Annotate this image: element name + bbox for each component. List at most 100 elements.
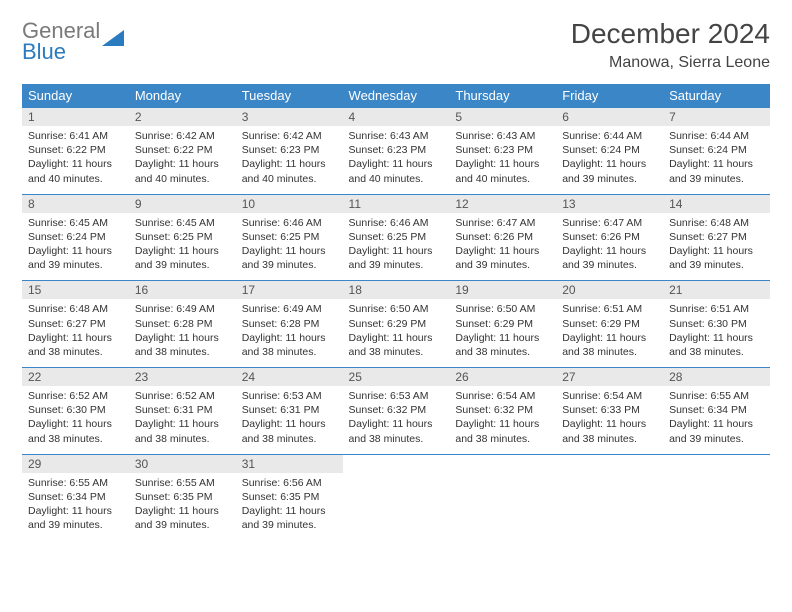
day-number: 22: [22, 368, 129, 386]
day-number: 24: [236, 368, 343, 386]
day-cell: 12Sunrise: 6:47 AMSunset: 6:26 PMDayligh…: [449, 194, 556, 281]
daylight-line: Daylight: 11 hours and 38 minutes.: [562, 417, 657, 445]
daylight-line: Daylight: 11 hours and 38 minutes.: [135, 417, 230, 445]
sunset-line: Sunset: 6:24 PM: [28, 230, 123, 244]
day-cell: 17Sunrise: 6:49 AMSunset: 6:28 PMDayligh…: [236, 281, 343, 368]
sunset-line: Sunset: 6:26 PM: [455, 230, 550, 244]
day-cell: ..: [449, 454, 556, 540]
day-number: 23: [129, 368, 236, 386]
daylight-line: Daylight: 11 hours and 39 minutes.: [669, 244, 764, 272]
day-cell: 2Sunrise: 6:42 AMSunset: 6:22 PMDaylight…: [129, 108, 236, 195]
day-number: 3: [236, 108, 343, 126]
day-number: 26: [449, 368, 556, 386]
day-body: Sunrise: 6:46 AMSunset: 6:25 PMDaylight:…: [236, 213, 343, 281]
daylight-line: Daylight: 11 hours and 38 minutes.: [28, 417, 123, 445]
day-cell: ..: [663, 454, 770, 540]
sunset-line: Sunset: 6:32 PM: [349, 403, 444, 417]
day-body: Sunrise: 6:52 AMSunset: 6:30 PMDaylight:…: [22, 386, 129, 454]
day-number: 25: [343, 368, 450, 386]
day-cell: 16Sunrise: 6:49 AMSunset: 6:28 PMDayligh…: [129, 281, 236, 368]
day-body: Sunrise: 6:47 AMSunset: 6:26 PMDaylight:…: [449, 213, 556, 281]
day-number: 1: [22, 108, 129, 126]
day-number: 19: [449, 281, 556, 299]
day-body: Sunrise: 6:47 AMSunset: 6:26 PMDaylight:…: [556, 213, 663, 281]
day-cell: 10Sunrise: 6:46 AMSunset: 6:25 PMDayligh…: [236, 194, 343, 281]
day-number: 30: [129, 455, 236, 473]
sunrise-line: Sunrise: 6:47 AM: [562, 216, 657, 230]
day-body: Sunrise: 6:44 AMSunset: 6:24 PMDaylight:…: [663, 126, 770, 194]
sunset-line: Sunset: 6:27 PM: [669, 230, 764, 244]
sunset-line: Sunset: 6:25 PM: [242, 230, 337, 244]
sunset-line: Sunset: 6:25 PM: [349, 230, 444, 244]
logo-text-block: General Blue: [22, 20, 100, 63]
day-cell: 14Sunrise: 6:48 AMSunset: 6:27 PMDayligh…: [663, 194, 770, 281]
daylight-line: Daylight: 11 hours and 40 minutes.: [349, 157, 444, 185]
day-body: Sunrise: 6:56 AMSunset: 6:35 PMDaylight:…: [236, 473, 343, 541]
day-body: Sunrise: 6:52 AMSunset: 6:31 PMDaylight:…: [129, 386, 236, 454]
day-body: Sunrise: 6:43 AMSunset: 6:23 PMDaylight:…: [343, 126, 450, 194]
sunrise-line: Sunrise: 6:44 AM: [669, 129, 764, 143]
day-body: Sunrise: 6:49 AMSunset: 6:28 PMDaylight:…: [129, 299, 236, 367]
day-header-cell: Sunday: [22, 84, 129, 108]
day-cell: 8Sunrise: 6:45 AMSunset: 6:24 PMDaylight…: [22, 194, 129, 281]
day-number: 31: [236, 455, 343, 473]
day-number: 13: [556, 195, 663, 213]
day-cell: 26Sunrise: 6:54 AMSunset: 6:32 PMDayligh…: [449, 368, 556, 455]
day-header-cell: Wednesday: [343, 84, 450, 108]
sunrise-line: Sunrise: 6:46 AM: [349, 216, 444, 230]
header: General Blue December 2024 Manowa, Sierr…: [22, 18, 770, 72]
daylight-line: Daylight: 11 hours and 39 minutes.: [562, 157, 657, 185]
day-number: 4: [343, 108, 450, 126]
sunrise-line: Sunrise: 6:42 AM: [135, 129, 230, 143]
daylight-line: Daylight: 11 hours and 39 minutes.: [135, 504, 230, 532]
daylight-line: Daylight: 11 hours and 39 minutes.: [669, 157, 764, 185]
sunset-line: Sunset: 6:33 PM: [562, 403, 657, 417]
day-number: 20: [556, 281, 663, 299]
sunrise-line: Sunrise: 6:50 AM: [455, 302, 550, 316]
sunrise-line: Sunrise: 6:53 AM: [242, 389, 337, 403]
sunrise-line: Sunrise: 6:53 AM: [349, 389, 444, 403]
sunset-line: Sunset: 6:23 PM: [349, 143, 444, 157]
day-cell: 5Sunrise: 6:43 AMSunset: 6:23 PMDaylight…: [449, 108, 556, 195]
sunset-line: Sunset: 6:29 PM: [562, 317, 657, 331]
day-number: 6: [556, 108, 663, 126]
sunrise-line: Sunrise: 6:51 AM: [669, 302, 764, 316]
sunset-line: Sunset: 6:35 PM: [135, 490, 230, 504]
sunrise-line: Sunrise: 6:43 AM: [349, 129, 444, 143]
week-row: 8Sunrise: 6:45 AMSunset: 6:24 PMDaylight…: [22, 194, 770, 281]
logo-word-2: Blue: [22, 41, 100, 63]
sunset-line: Sunset: 6:34 PM: [28, 490, 123, 504]
daylight-line: Daylight: 11 hours and 38 minutes.: [669, 331, 764, 359]
day-body: Sunrise: 6:53 AMSunset: 6:32 PMDaylight:…: [343, 386, 450, 454]
sunrise-line: Sunrise: 6:50 AM: [349, 302, 444, 316]
sunset-line: Sunset: 6:24 PM: [562, 143, 657, 157]
daylight-line: Daylight: 11 hours and 39 minutes.: [349, 244, 444, 272]
day-body: Sunrise: 6:55 AMSunset: 6:34 PMDaylight:…: [663, 386, 770, 454]
sunset-line: Sunset: 6:26 PM: [562, 230, 657, 244]
day-cell: ..: [556, 454, 663, 540]
daylight-line: Daylight: 11 hours and 39 minutes.: [669, 417, 764, 445]
day-number: 5: [449, 108, 556, 126]
daylight-line: Daylight: 11 hours and 38 minutes.: [242, 331, 337, 359]
day-header-cell: Monday: [129, 84, 236, 108]
day-cell: 23Sunrise: 6:52 AMSunset: 6:31 PMDayligh…: [129, 368, 236, 455]
day-cell: 24Sunrise: 6:53 AMSunset: 6:31 PMDayligh…: [236, 368, 343, 455]
day-body: Sunrise: 6:50 AMSunset: 6:29 PMDaylight:…: [343, 299, 450, 367]
day-header-cell: Saturday: [663, 84, 770, 108]
day-cell: 30Sunrise: 6:55 AMSunset: 6:35 PMDayligh…: [129, 454, 236, 540]
day-body: Sunrise: 6:42 AMSunset: 6:22 PMDaylight:…: [129, 126, 236, 194]
day-body: Sunrise: 6:44 AMSunset: 6:24 PMDaylight:…: [556, 126, 663, 194]
sunset-line: Sunset: 6:23 PM: [242, 143, 337, 157]
day-cell: 4Sunrise: 6:43 AMSunset: 6:23 PMDaylight…: [343, 108, 450, 195]
day-body: Sunrise: 6:48 AMSunset: 6:27 PMDaylight:…: [663, 213, 770, 281]
title-block: December 2024 Manowa, Sierra Leone: [571, 18, 770, 72]
day-number: 14: [663, 195, 770, 213]
sunset-line: Sunset: 6:29 PM: [349, 317, 444, 331]
sunset-line: Sunset: 6:29 PM: [455, 317, 550, 331]
logo: General Blue: [22, 18, 128, 63]
day-cell: 1Sunrise: 6:41 AMSunset: 6:22 PMDaylight…: [22, 108, 129, 195]
day-number: 27: [556, 368, 663, 386]
daylight-line: Daylight: 11 hours and 38 minutes.: [562, 331, 657, 359]
sunset-line: Sunset: 6:27 PM: [28, 317, 123, 331]
sunrise-line: Sunrise: 6:49 AM: [242, 302, 337, 316]
